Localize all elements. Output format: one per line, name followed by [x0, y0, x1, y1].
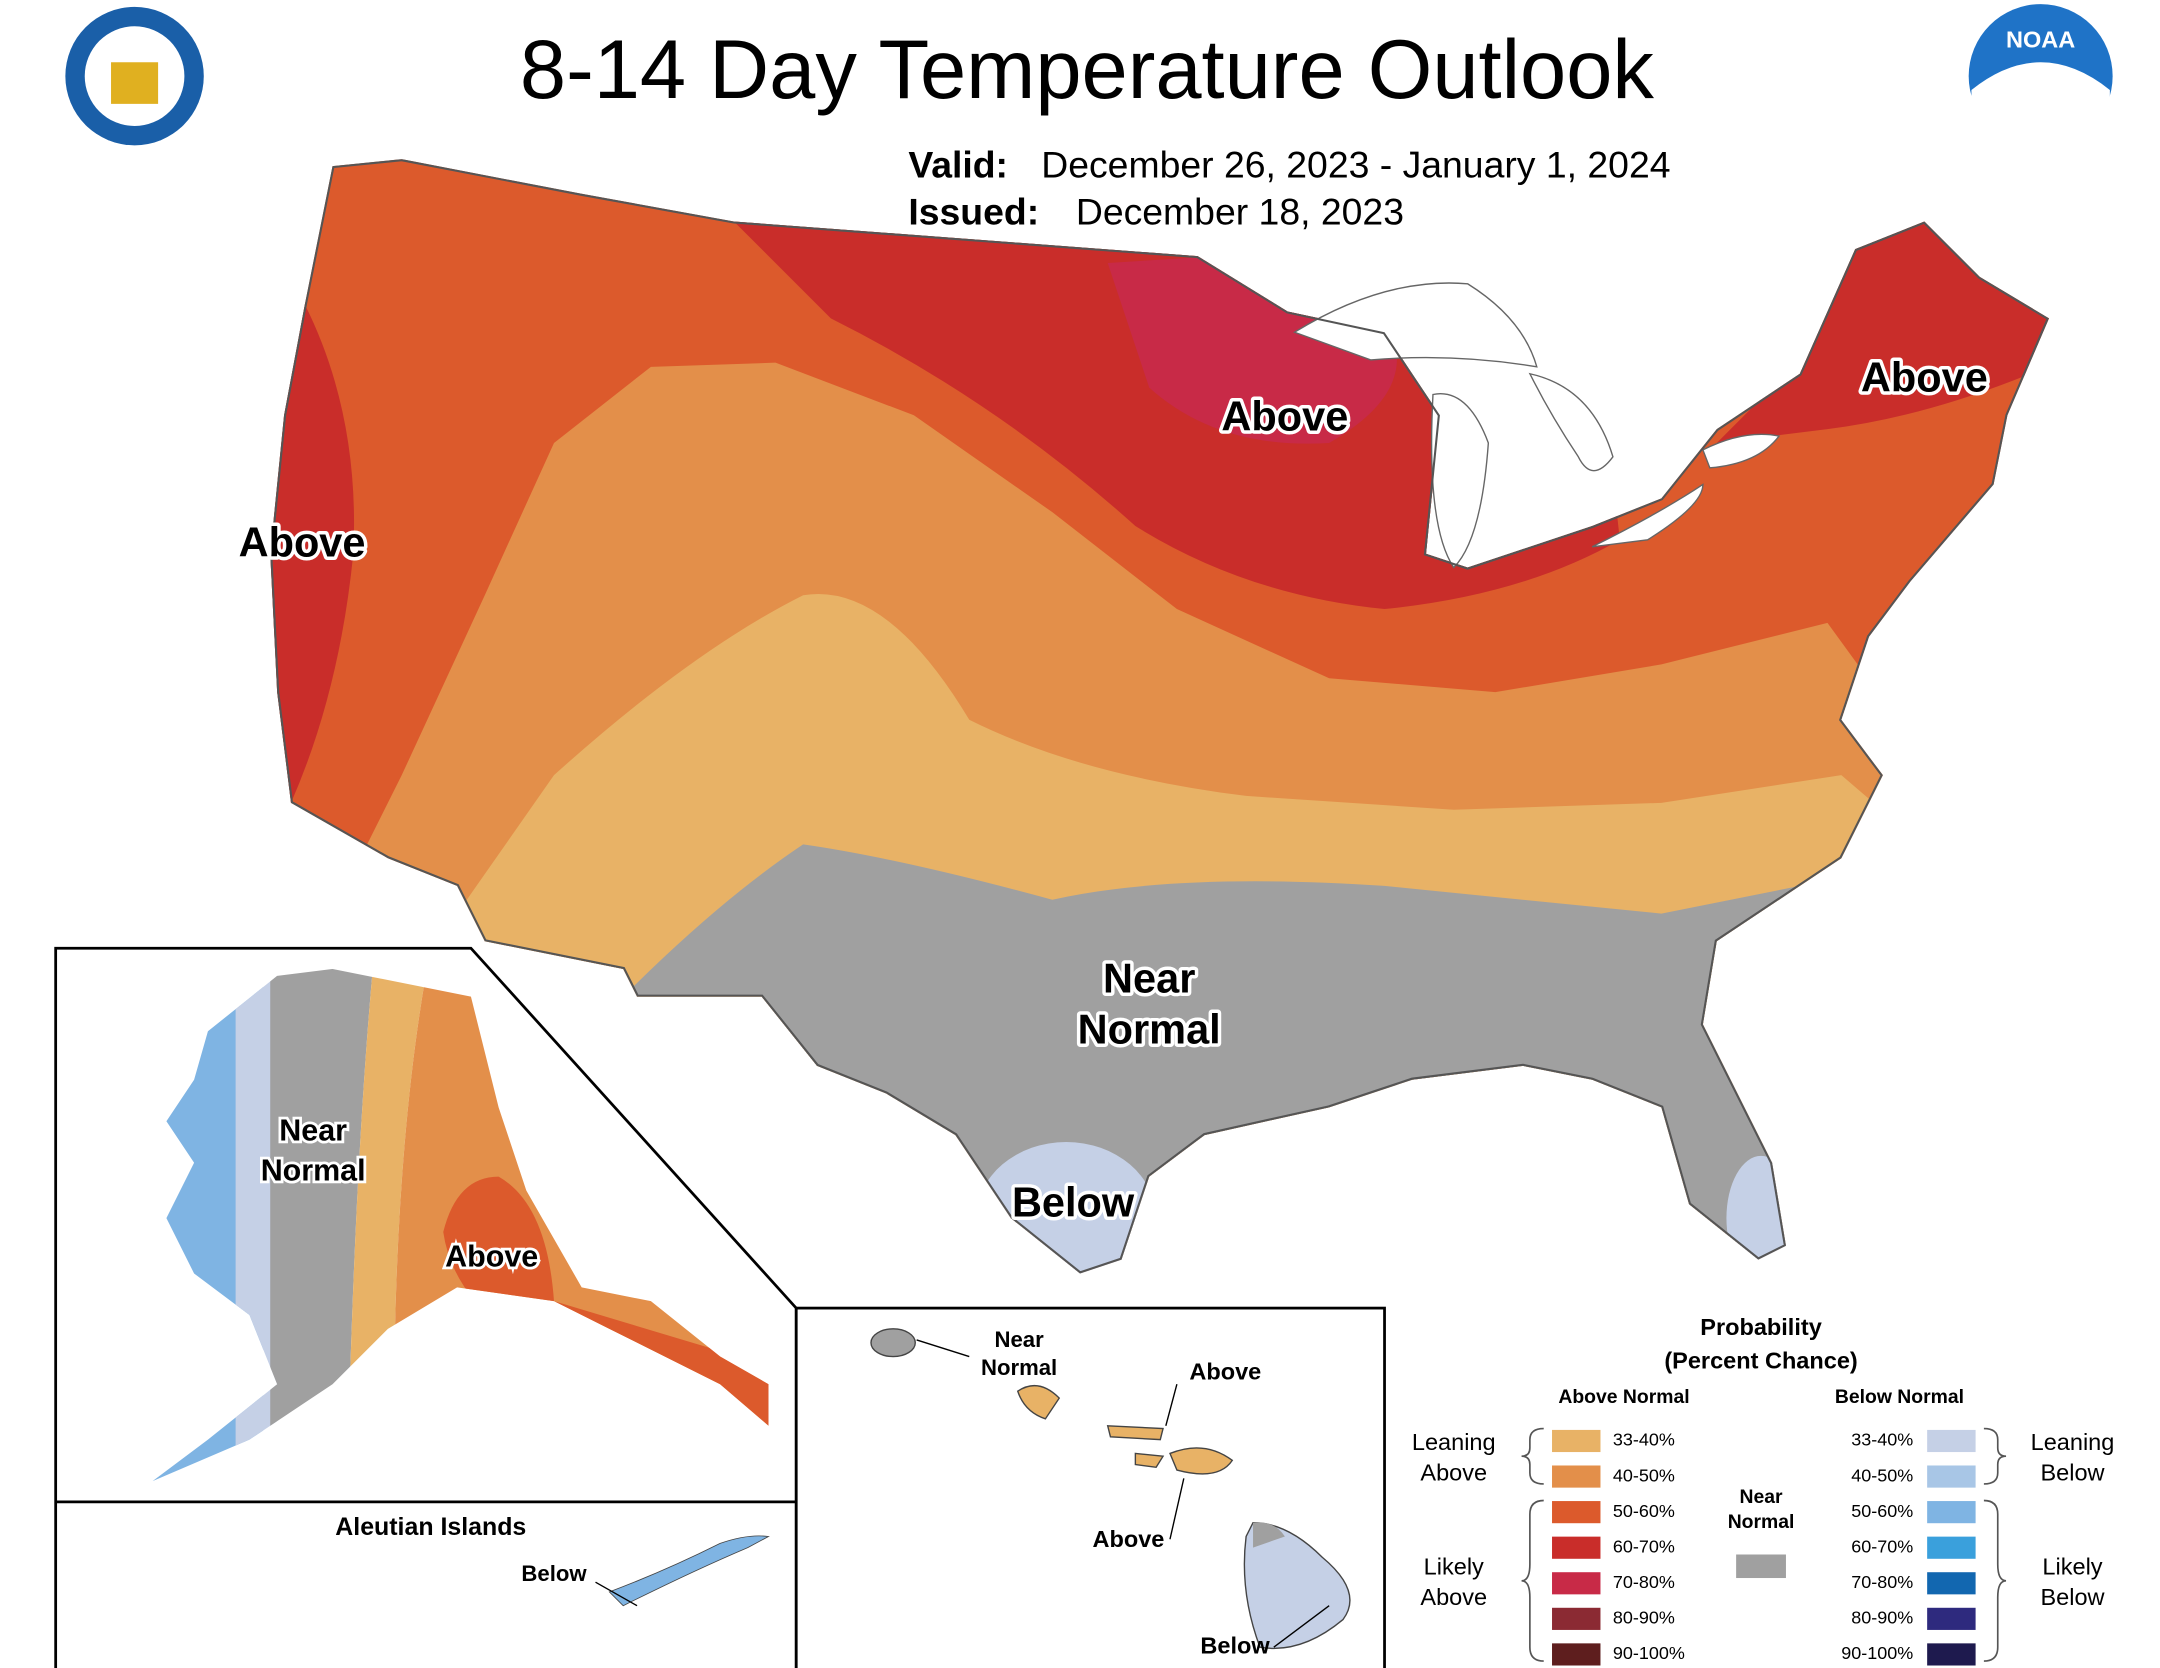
map-label: Below — [1012, 1179, 1135, 1226]
map-label: Above — [1861, 354, 1988, 401]
noaa-logo-wave — [1971, 62, 2110, 170]
legend-swatch — [1552, 1572, 1601, 1595]
leader-line — [595, 1581, 638, 1607]
legend-group: Above — [1420, 1459, 1487, 1485]
legend-subtitle: (Percent Chance) — [1664, 1347, 1857, 1373]
map-label: Normal — [981, 1355, 1057, 1380]
region-near-normal — [623, 844, 1939, 1274]
map-label: Near — [279, 1113, 347, 1147]
island-hawaii — [1243, 1521, 1351, 1650]
legend-swatch — [1927, 1607, 1976, 1630]
legend-range: 60-70% — [1851, 1536, 1913, 1556]
legend-range: 80-90% — [1851, 1608, 1913, 1628]
island-hawaii-near — [1253, 1522, 1285, 1548]
legend-near: Near — [1740, 1486, 1784, 1508]
legend-range: 70-80% — [1851, 1572, 1913, 1592]
map-label: Above — [1093, 1526, 1165, 1552]
lake-michigan — [1430, 393, 1490, 569]
legend-group: Above — [1420, 1584, 1487, 1610]
legend-range: 90-100% — [1613, 1643, 1685, 1663]
legend-swatch — [1552, 1536, 1601, 1559]
map-label: Above — [1221, 392, 1348, 439]
legend-range: 90-100% — [1841, 1643, 1913, 1663]
legend-swatch-near — [1736, 1554, 1786, 1579]
legend-near: Normal — [1728, 1511, 1795, 1533]
header: NOAA 8-14 Day Temperature Outlook Valid:… — [65, 4, 2113, 232]
map-label: Near — [1103, 954, 1195, 1001]
legend-group: Likely — [1424, 1554, 1484, 1580]
map-label: Above — [1189, 1358, 1261, 1384]
legend-swatch — [1927, 1643, 1976, 1666]
legend-range: 60-70% — [1613, 1536, 1675, 1556]
legend-swatch — [1927, 1572, 1976, 1595]
legend-below-header: Below Normal — [1835, 1386, 1964, 1408]
map-label: Above — [445, 1239, 538, 1273]
map-label: Near — [994, 1327, 1044, 1352]
legend-swatch — [1552, 1429, 1601, 1453]
valid-dates: December 26, 2023 - January 1, 2024 — [1041, 143, 1670, 185]
legend-swatch — [1552, 1607, 1601, 1630]
legend-title: Probability — [1700, 1314, 1822, 1340]
legend-braces — [1521, 1427, 2007, 1662]
legend-group: Leaning — [2031, 1429, 2115, 1455]
map-label: Normal — [261, 1153, 366, 1187]
legend-swatch — [1552, 1501, 1601, 1524]
map-label: Normal — [1078, 1006, 1221, 1053]
legend-range: 50-60% — [1851, 1501, 1913, 1521]
lake-huron — [1528, 372, 1614, 472]
legend-swatch — [1927, 1429, 1976, 1453]
issued-label: Issued: — [908, 190, 1039, 232]
map-label: Below — [521, 1561, 587, 1586]
legend-swatch — [1927, 1465, 1976, 1488]
legend-group: Likely — [2042, 1554, 2102, 1580]
legend-group: Leaning — [1412, 1429, 1496, 1455]
island-maui-group — [1106, 1425, 1234, 1475]
legend-range: 33-40% — [1851, 1430, 1913, 1450]
legend-range: 40-50% — [1851, 1465, 1913, 1485]
lake-erie — [1591, 483, 1704, 548]
legend-above-header: Above Normal — [1558, 1386, 1689, 1408]
island-oahu — [1016, 1384, 1061, 1420]
legend-swatch — [1927, 1536, 1976, 1559]
legend-swatch — [1552, 1643, 1601, 1666]
lake-ontario — [1702, 433, 1781, 469]
valid-label: Valid: — [908, 143, 1008, 185]
legend-swatch — [1552, 1465, 1601, 1488]
leader-lines — [916, 1339, 1330, 1648]
region-60-70-northeast — [1716, 221, 2049, 443]
legend: Probability (Percent Chance) Above Norma… — [1412, 1314, 2115, 1666]
seal-shield — [111, 62, 159, 104]
legend-range: 50-60% — [1613, 1501, 1675, 1521]
map-label: Below — [1200, 1632, 1270, 1658]
legend-swatch — [1927, 1501, 1976, 1524]
region-below-texas-west — [844, 1097, 901, 1131]
legend-group: Below — [2040, 1584, 2105, 1610]
island-kauai — [870, 1328, 916, 1358]
legend-range: 40-50% — [1613, 1465, 1675, 1485]
map-label: Above — [239, 518, 366, 565]
title: 8-14 Day Temperature Outlook — [520, 23, 1655, 116]
aleutian-islands — [608, 1535, 770, 1607]
noaa-logo-text: NOAA — [2006, 27, 2075, 53]
lake-superior — [1292, 282, 1538, 368]
legend-range: 80-90% — [1613, 1608, 1675, 1628]
legend-range: 70-80% — [1613, 1572, 1675, 1592]
issued-date: December 18, 2023 — [1076, 190, 1404, 232]
aleutians-title: Aleutian Islands — [335, 1513, 526, 1541]
legend-range: 33-40% — [1613, 1430, 1675, 1450]
legend-group: Below — [2040, 1459, 2105, 1485]
region-below-florida — [1726, 1155, 1796, 1274]
great-lakes — [1292, 282, 1781, 569]
